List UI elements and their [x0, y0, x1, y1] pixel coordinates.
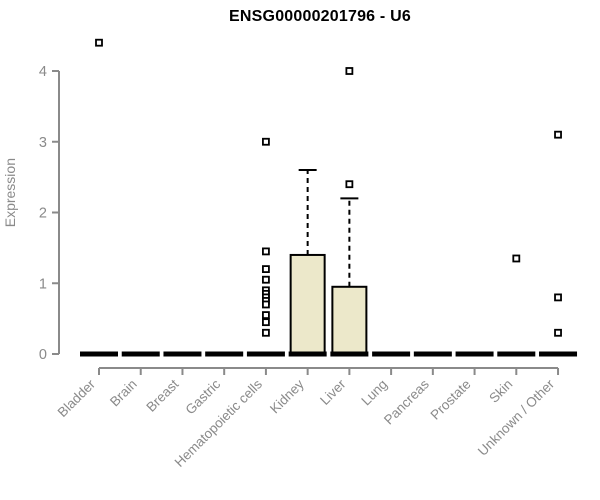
x-tick-label-unknown-other: Unknown / Other [475, 376, 558, 459]
x-tick-label-kidney: Kidney [267, 376, 307, 416]
outlier-marker [262, 328, 270, 337]
outlier-marker [262, 247, 270, 256]
outlier-marker [345, 67, 354, 75]
outlier-marker [554, 293, 562, 302]
box-body [289, 253, 326, 355]
outlier-marker [262, 318, 270, 327]
x-tick-label-skin: Skin [486, 377, 515, 406]
outlier-marker [262, 275, 270, 284]
outlier-marker [262, 311, 270, 319]
outlier-marker [554, 130, 562, 139]
outlier-marker [345, 180, 354, 189]
box-body [331, 285, 368, 356]
median-bar [413, 351, 452, 357]
outlier-marker [262, 137, 270, 146]
y-tick-label: 3 [39, 135, 47, 151]
outlier-marker [512, 254, 521, 263]
y-tick-label: 4 [39, 64, 47, 80]
median-bar [288, 351, 327, 357]
x-tick-label-prostate: Prostate [428, 377, 474, 423]
y-tick-label: 0 [39, 347, 47, 363]
x-tick-label-liver: Liver [317, 376, 349, 408]
x-tick-label-pancreas: Pancreas [381, 376, 432, 427]
median-bar [205, 351, 244, 357]
median-bar [121, 351, 160, 357]
x-tick-label-gastric: Gastric [182, 376, 223, 417]
median-bar [246, 351, 285, 357]
median-bar [372, 351, 411, 357]
x-tick-label-bladder: Bladder [55, 376, 99, 420]
y-tick-label: 1 [39, 276, 47, 292]
y-tick-label: 2 [39, 206, 47, 222]
chart-title: ENSG00000201796 - U6 [229, 8, 411, 25]
median-bar [497, 351, 536, 357]
x-tick-label-lung: Lung [358, 377, 390, 409]
median-bar [163, 351, 202, 357]
outlier-marker [262, 300, 270, 309]
outlier-marker [554, 328, 562, 337]
outlier-marker [95, 38, 103, 47]
median-bar [455, 351, 494, 357]
outlier-marker [262, 265, 270, 274]
median-bar [539, 351, 578, 357]
median-bar [330, 351, 369, 357]
x-tick-label-breast: Breast [143, 376, 181, 414]
x-tick-label-brain: Brain [107, 377, 140, 410]
median-bar [80, 351, 118, 357]
